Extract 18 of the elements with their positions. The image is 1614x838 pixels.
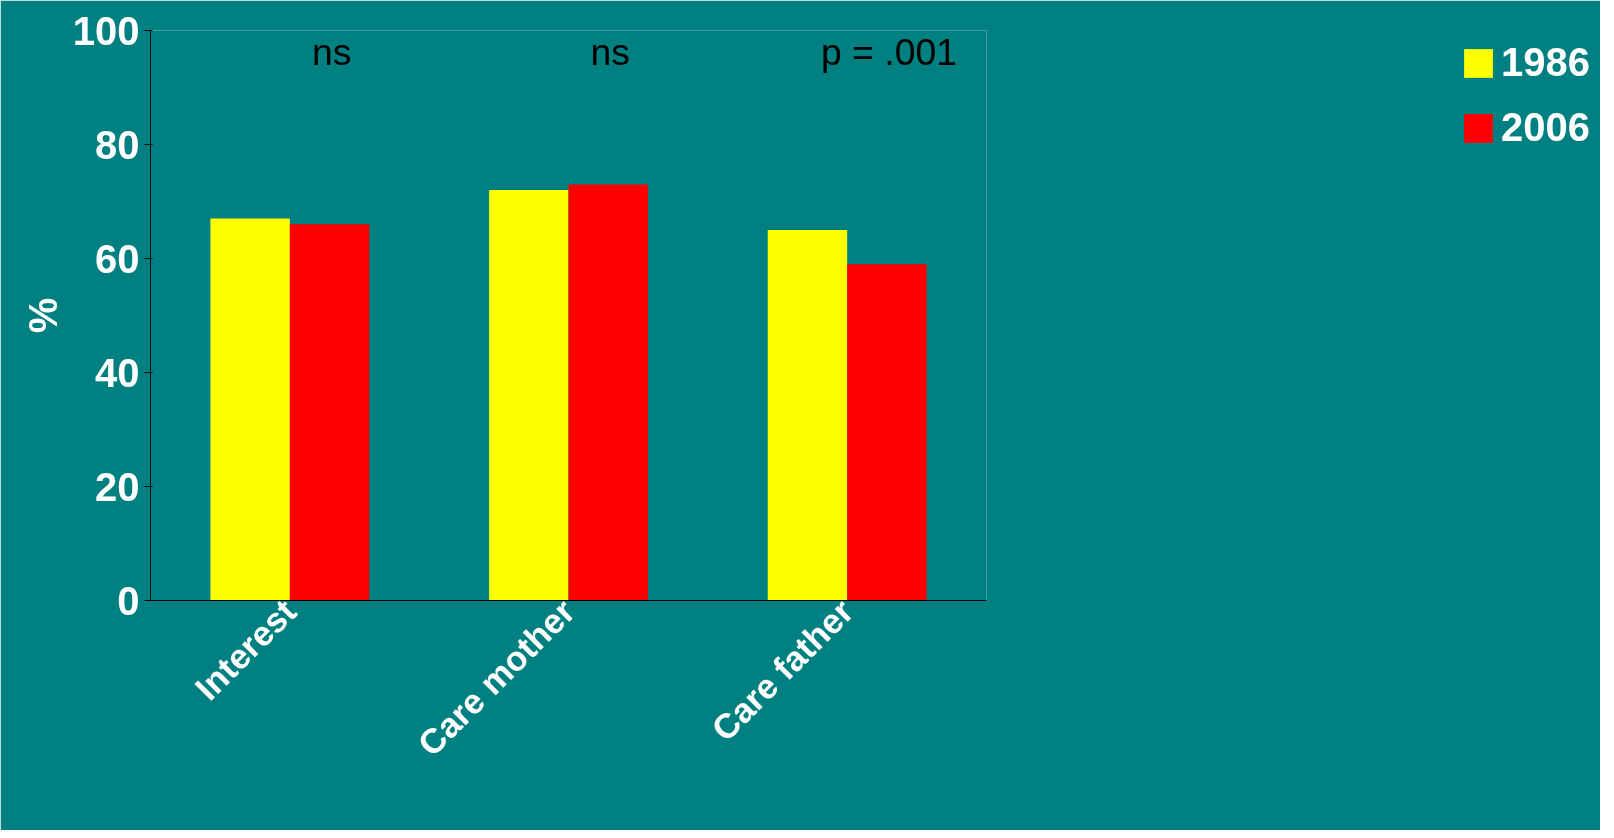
y-tick-label: 40 — [95, 350, 140, 395]
annotation: ns — [311, 30, 352, 73]
y-tick-label: 80 — [95, 122, 140, 167]
bar — [289, 224, 370, 601]
y-tick-label: 0 — [117, 578, 140, 623]
bar — [847, 264, 927, 601]
bar — [767, 230, 848, 601]
annotation: p = .001 — [820, 30, 957, 73]
y-axis-title: % — [20, 297, 65, 334]
y-tick-label: 100 — [72, 8, 140, 53]
legend-label: 2006 — [1501, 105, 1590, 150]
bar — [210, 218, 290, 601]
bar — [568, 184, 648, 601]
legend-label: 1986 — [1501, 40, 1590, 85]
bar — [489, 190, 569, 601]
y-tick-label: 60 — [95, 236, 140, 281]
y-tick-label: 20 — [95, 464, 140, 509]
annotation: ns — [590, 30, 631, 73]
